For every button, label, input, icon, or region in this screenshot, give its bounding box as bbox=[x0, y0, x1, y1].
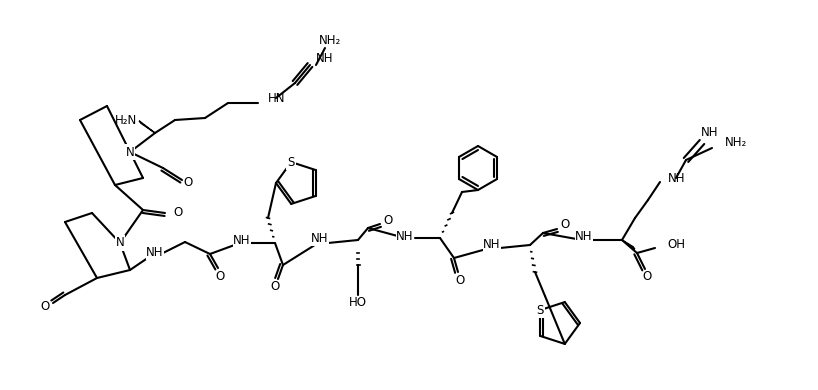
Text: NH₂: NH₂ bbox=[725, 136, 748, 149]
Text: O: O bbox=[642, 271, 652, 284]
Text: NH: NH bbox=[316, 51, 334, 64]
Text: S: S bbox=[537, 303, 544, 317]
Text: O: O bbox=[271, 280, 280, 294]
Text: NH: NH bbox=[146, 246, 164, 259]
Text: HN: HN bbox=[268, 92, 285, 105]
Text: O: O bbox=[456, 273, 465, 287]
Text: O: O bbox=[173, 206, 182, 220]
Text: O: O bbox=[40, 301, 50, 314]
Text: NH: NH bbox=[483, 239, 501, 252]
Text: NH: NH bbox=[701, 126, 719, 140]
Text: NH₂: NH₂ bbox=[319, 34, 341, 46]
Text: N: N bbox=[115, 236, 124, 250]
Polygon shape bbox=[139, 121, 155, 133]
Text: NH: NH bbox=[233, 234, 251, 246]
Text: O: O bbox=[183, 176, 192, 188]
Text: HO: HO bbox=[349, 296, 367, 310]
Text: S: S bbox=[287, 156, 295, 168]
Text: NH: NH bbox=[312, 232, 329, 245]
Text: O: O bbox=[560, 218, 569, 232]
Text: N: N bbox=[126, 145, 134, 158]
Text: OH: OH bbox=[667, 239, 685, 252]
Text: O: O bbox=[215, 269, 225, 282]
Text: O: O bbox=[384, 213, 393, 227]
Text: NH: NH bbox=[396, 229, 414, 243]
Polygon shape bbox=[622, 240, 635, 249]
Text: NH: NH bbox=[575, 230, 593, 243]
Text: H₂N: H₂N bbox=[115, 113, 137, 126]
Text: NH: NH bbox=[668, 172, 685, 184]
